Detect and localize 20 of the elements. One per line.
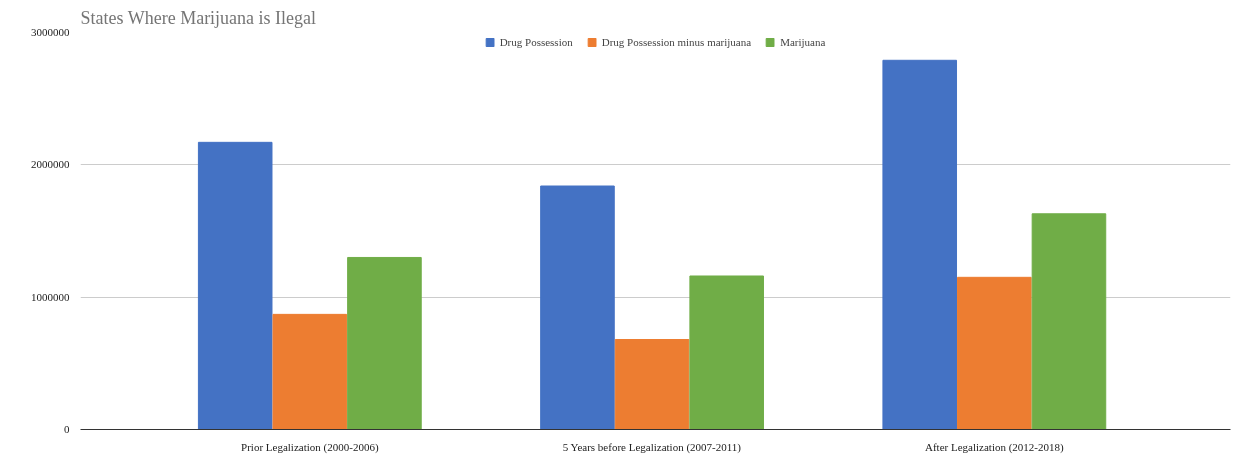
bar — [540, 185, 615, 430]
bar — [614, 339, 690, 430]
chart-title: States Where Marijuana is Ilegal — [80, 7, 317, 28]
x-tick-label: Prior Legalization (2000-2006) — [241, 440, 379, 454]
bar — [689, 275, 764, 430]
y-tick-label: 0 — [64, 423, 70, 435]
bar — [347, 256, 422, 430]
x-tick-label: After Legalization (2012-2018) — [925, 440, 1065, 454]
legend-label: Drug Possession — [499, 36, 573, 48]
legend-label: Marijuana — [780, 36, 826, 48]
x-tick-label: 5 Years before Legalization (2007-2011) — [562, 440, 742, 454]
bar — [1031, 213, 1107, 430]
bar — [882, 59, 958, 430]
legend-label: Drug Possession minus marijuana — [601, 36, 752, 48]
bar — [957, 276, 1032, 430]
bar — [197, 141, 273, 430]
y-tick-label: 2000000 — [31, 158, 70, 171]
bar — [272, 313, 348, 430]
y-tick-label: 3000000 — [31, 26, 70, 38]
y-tick-label: 1000000 — [31, 290, 70, 303]
